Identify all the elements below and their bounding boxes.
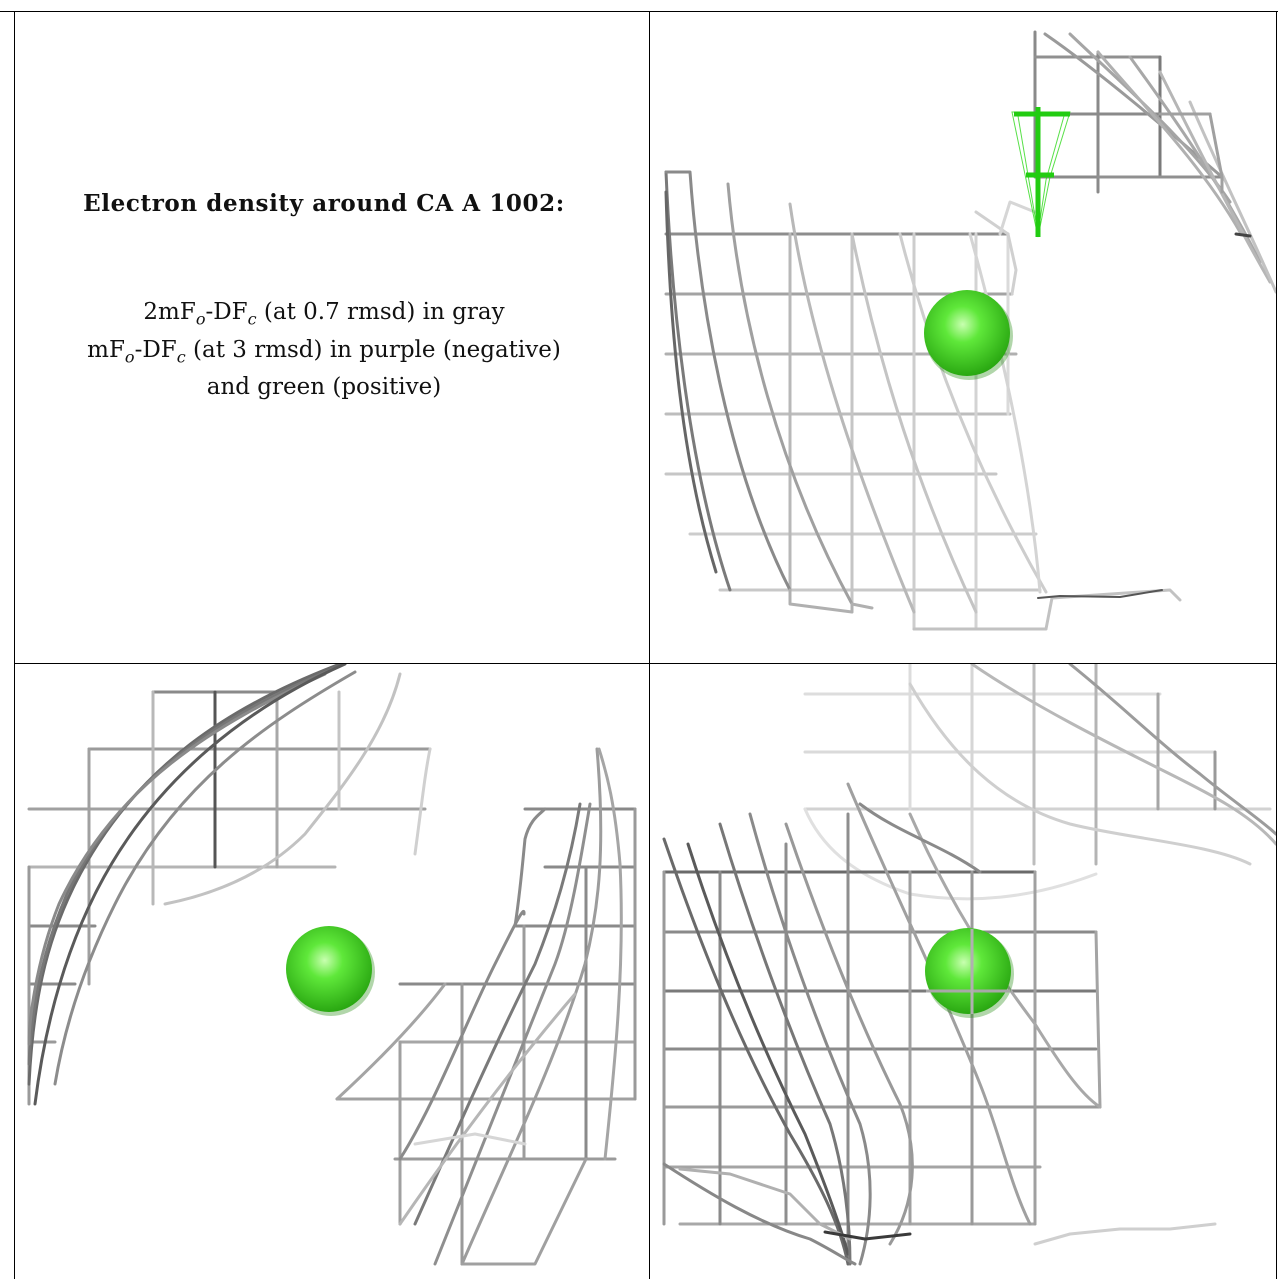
- calcium-sphere: [286, 926, 372, 1012]
- line1-sub-o: o: [195, 309, 206, 329]
- mesh-line: [998, 200, 1037, 236]
- mesh-rib: [27, 667, 335, 1066]
- mesh-line: [460, 1157, 588, 1266]
- density-mesh-upper-left: [27, 664, 432, 1106]
- mesh-rib: [664, 170, 732, 592]
- mesh-line: [413, 1132, 527, 1146]
- mesh-rib: [970, 664, 1276, 846]
- top-border: [0, 11, 1278, 12]
- calcium-ion: [924, 290, 1013, 380]
- mesh-rib: [398, 992, 577, 1226]
- mesh-rib: [788, 202, 916, 614]
- mesh-rib: [27, 672, 327, 1046]
- mesh-rib: [662, 1162, 857, 1266]
- caption-title: Electron density around CA A 1002:: [83, 190, 565, 217]
- bottom-left-scene: [27, 664, 637, 1266]
- mesh-rib: [968, 232, 1042, 594]
- mesh-line: [788, 588, 874, 614]
- mesh-rib: [1068, 664, 1276, 836]
- mesh-rib: [27, 664, 342, 1086]
- calcium-sphere: [924, 290, 1010, 376]
- mesh-rib: [664, 190, 718, 574]
- middle-divider: [14, 663, 1277, 664]
- density-mesh-front: [662, 782, 1217, 1266]
- mesh-rib: [513, 807, 547, 928]
- mesh-rib: [413, 747, 432, 856]
- view-bottom-right: [650, 664, 1276, 1279]
- mesh-rib: [53, 670, 357, 1086]
- line2-part-a: mF: [87, 336, 125, 363]
- mesh-line: [1037, 589, 1163, 599]
- line2-part-b: -DF: [134, 336, 177, 363]
- mesh-rib: [662, 837, 850, 1266]
- density-mesh-top-right: [998, 30, 1276, 294]
- bottom-right-scene: [662, 664, 1276, 1266]
- mesh-rib: [718, 822, 852, 1266]
- mesh-rib: [163, 672, 402, 906]
- mesh-line: [1158, 112, 1224, 194]
- mesh-rib: [413, 802, 582, 1226]
- density-mesh-lower-right: [335, 747, 637, 1266]
- mesh-rib: [433, 802, 592, 1266]
- density-mesh-left: [664, 170, 1182, 631]
- calcium-sphere: [925, 928, 1011, 1014]
- caption-line-green: and green (positive): [206, 374, 442, 401]
- mesh-rib: [846, 782, 1032, 1226]
- top-right-scene: [664, 30, 1276, 631]
- mesh-rib: [460, 747, 603, 1266]
- mesh-rib: [850, 232, 978, 614]
- line2-sub-o: o: [124, 347, 135, 367]
- mesh-line: [1094, 930, 1102, 1109]
- line1-part-c: (at 0.7 rmsd) in gray: [256, 299, 505, 325]
- mesh-rib: [398, 910, 526, 1161]
- caption-line-2fofc: 2mFo-DFc (at 0.7 rmsd) in gray: [14, 297, 634, 335]
- mesh-line: [974, 210, 1018, 296]
- mesh-rib: [686, 842, 850, 1256]
- positive-density-mesh: [1011, 107, 1071, 238]
- mesh-line: [1234, 232, 1252, 238]
- mesh-line: [823, 1230, 912, 1241]
- mesh-rib: [597, 747, 623, 1161]
- mesh-rib: [1096, 50, 1242, 234]
- mesh-rib: [33, 664, 347, 1106]
- line1-part-a: 2mF: [143, 299, 196, 325]
- mesh-line: [1033, 30, 1100, 194]
- mesh-rib: [908, 812, 1102, 1109]
- mesh-rib: [748, 812, 872, 1266]
- mesh-rib: [664, 170, 792, 592]
- left-border: [14, 11, 15, 1279]
- mesh-rib: [1188, 100, 1276, 294]
- mesh-rib: [858, 802, 982, 874]
- mesh-line: [912, 588, 1182, 631]
- line2-part-c: (at 3 rmsd) in purple (negative): [185, 336, 561, 363]
- calcium-ion: [925, 928, 1014, 1018]
- caption-line-fofc: mFo-DFc (at 3 rmsd) in purple (negative): [14, 335, 634, 373]
- mesh-rib: [726, 182, 854, 606]
- calcium-ion: [286, 926, 375, 1016]
- line2-sub-c: c: [176, 347, 186, 367]
- caption-panel: Electron density around CA A 1002: 2mFo-…: [14, 190, 634, 402]
- mesh-line: [1033, 1222, 1217, 1246]
- view-bottom-left: [15, 664, 649, 1279]
- mesh-line: [678, 1167, 852, 1241]
- mesh-rib: [784, 822, 914, 1246]
- right-border: [1276, 11, 1277, 1279]
- density-mesh-back: [803, 664, 1276, 901]
- mesh-rib: [1128, 55, 1262, 264]
- line1-sub-c: c: [247, 309, 257, 329]
- mesh-rib: [335, 982, 447, 1101]
- caption-body: 2mFo-DFc (at 0.7 rmsd) in gray mFo-DFc (…: [14, 297, 634, 402]
- mesh-rib: [1158, 70, 1272, 284]
- mesh-rib: [908, 682, 1252, 866]
- mesh-rib: [898, 232, 1048, 594]
- view-top-right: [650, 12, 1276, 663]
- line1-part-b: -DF: [205, 299, 248, 325]
- center-divider: [649, 11, 650, 1279]
